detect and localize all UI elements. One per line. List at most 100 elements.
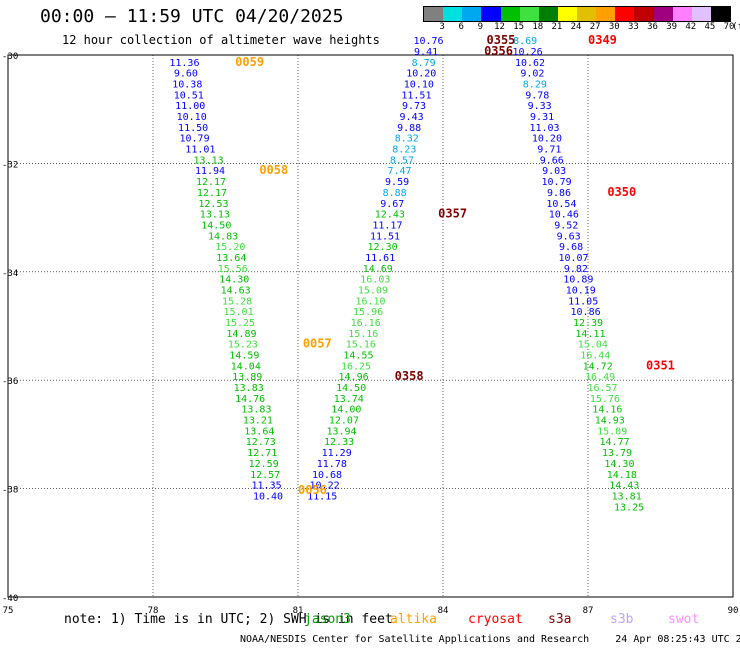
wave-height-label: 16.10 <box>355 296 385 307</box>
color-scale-swatch <box>710 7 730 21</box>
wave-height-label: 14.55 <box>343 351 373 362</box>
color-scale-swatch <box>424 7 444 21</box>
wave-height-label: 14.30 <box>219 275 249 286</box>
legend-item-cryosat: cryosat <box>468 612 523 627</box>
wave-height-label: 9.52 <box>554 220 578 231</box>
wave-height-label: 14.11 <box>575 329 605 340</box>
wave-height-label: 12.71 <box>247 448 277 459</box>
legend-note: note: 1) Time is in UTC; 2) SWH is in fe… <box>64 612 393 627</box>
pass-number-label: 0356 <box>484 44 513 58</box>
wave-height-label: 15.23 <box>228 340 258 351</box>
wave-height-label: 9.41 <box>414 47 438 58</box>
color-scale-swatch <box>691 7 711 21</box>
wave-height-label: 10.10 <box>404 80 434 91</box>
wave-height-label: 14.69 <box>363 264 393 275</box>
wave-height-label: 9.03 <box>542 166 566 177</box>
wave-height-label: 14.50 <box>201 220 231 231</box>
legend-item-jason3: jason3 <box>304 612 351 627</box>
wave-height-label: 11.50 <box>178 123 208 134</box>
pass-number-label: 0358 <box>395 369 424 383</box>
wave-height-label: 10.22 <box>310 481 340 492</box>
wave-height-label: 11.51 <box>370 231 400 242</box>
wave-height-label: 10.62 <box>515 58 545 69</box>
wave-height-label: 14.16 <box>592 405 622 416</box>
wave-height-label: 12.39 <box>573 318 603 329</box>
color-scale-tick: 9 <box>477 22 484 32</box>
wave-height-label: 15.76 <box>590 394 620 405</box>
wave-height-label: 8.79 <box>412 58 436 69</box>
wave-height-label: 10.54 <box>546 199 576 210</box>
chart-title: 00:00 – 11:59 UTC 04/20/2025 <box>40 6 344 27</box>
wave-height-label: 16.25 <box>341 361 371 372</box>
wave-height-label: 8.32 <box>395 134 419 145</box>
wave-height-label: 13.21 <box>243 416 273 427</box>
wave-height-label: 16.57 <box>587 383 617 394</box>
wave-height-label: 12.73 <box>246 437 276 448</box>
wave-height-label: 11.01 <box>185 145 215 156</box>
wave-height-label: 9.43 <box>400 112 424 123</box>
wave-height-label: 14.00 <box>331 405 361 416</box>
wave-height-label: 11.05 <box>568 296 598 307</box>
wave-height-label: 8.29 <box>523 80 547 91</box>
color-scale-swatch <box>615 7 635 21</box>
wave-height-label: 10.51 <box>174 90 204 101</box>
color-scale-swatch <box>596 7 616 21</box>
color-scale-tick: 21 <box>551 22 563 32</box>
wave-height-label: 13.13 <box>194 155 224 166</box>
wave-height-label: 15.16 <box>346 340 376 351</box>
wave-height-label: 10.79 <box>180 134 210 145</box>
color-scale-swatch <box>672 7 692 21</box>
pass-number-label: 0058 <box>259 163 288 177</box>
wave-height-label: 15.09 <box>358 285 388 296</box>
x-tick-label: 81 <box>293 606 304 616</box>
wave-height-label: 14.83 <box>208 231 238 242</box>
legend-item-altika: altika <box>390 612 437 627</box>
wave-height-label: 14.43 <box>609 481 639 492</box>
color-scale-swatch <box>557 7 577 21</box>
wave-height-label: 9.31 <box>530 112 554 123</box>
wave-height-label: 14.50 <box>336 383 366 394</box>
wave-height-label: 10.40 <box>253 491 283 502</box>
wave-height-label: 9.33 <box>528 101 552 112</box>
color-scale-tick: 33 <box>627 22 639 32</box>
color-scale-tick: 12 <box>494 22 505 32</box>
wave-height-label: 13.79 <box>602 448 632 459</box>
color-scale-swatch <box>634 7 654 21</box>
wave-height-label: 12.17 <box>197 188 227 199</box>
color-scale-tick: 42 <box>685 22 697 32</box>
wave-height-label: 13.89 <box>232 372 262 383</box>
y-tick-label: -38 <box>2 486 18 496</box>
wave-height-label: 10.20 <box>532 134 562 145</box>
wave-height-label: 15.09 <box>597 426 627 437</box>
color-scale-swatch <box>481 7 501 21</box>
footer-credit: NOAA/NESDIS Center for Satellite Applica… <box>240 634 590 645</box>
wave-height-label: 9.78 <box>525 90 549 101</box>
wave-height-label: 14.18 <box>607 470 637 481</box>
x-tick-label: 75 <box>3 606 14 616</box>
color-scale-tick: 45 <box>704 22 716 32</box>
wave-height-label: 11.00 <box>175 101 205 112</box>
color-scale-tick: 24 <box>570 22 582 32</box>
color-scale-swatch <box>577 7 597 21</box>
pass-number-label: 0350 <box>607 185 636 199</box>
wave-height-label: 16.16 <box>351 318 381 329</box>
color-scale-tick: 3 <box>439 22 445 32</box>
wave-height-label: 15.04 <box>578 340 608 351</box>
wave-height-label: 12.33 <box>324 437 354 448</box>
wave-height-label: 10.26 <box>513 47 543 58</box>
wave-height-label: 13.81 <box>612 491 642 502</box>
color-scale-swatch <box>443 7 463 21</box>
wave-height-label: 13.64 <box>216 253 246 264</box>
wave-height-label: 10.07 <box>558 253 588 264</box>
pass-number-label: 0057 <box>303 337 332 351</box>
wave-height-label: 14.04 <box>231 361 261 372</box>
wave-height-label: 10.76 <box>413 36 443 47</box>
wave-height-label: 15.56 <box>218 264 248 275</box>
pass-number-label: 0056 <box>298 483 327 497</box>
wave-height-label: 12.59 <box>249 459 279 470</box>
x-tick-label: 90 <box>728 606 739 616</box>
wave-height-label: 13.83 <box>234 383 264 394</box>
color-scale-bar <box>423 6 731 22</box>
